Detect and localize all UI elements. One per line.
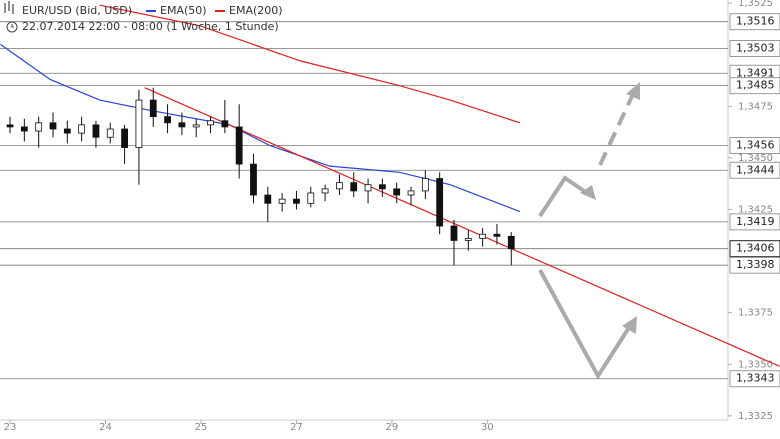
candle-body — [235, 126, 243, 165]
candle-body — [278, 198, 286, 204]
candle-body — [393, 188, 401, 196]
candle-body — [293, 198, 300, 204]
candle-body — [221, 120, 229, 128]
arrow-head — [626, 82, 640, 100]
level-label: 1,3503 — [736, 42, 775, 55]
y-tick-label: 1,3375 — [738, 308, 773, 319]
candle-body — [63, 128, 71, 134]
candle-body — [49, 122, 57, 130]
y-tick-label: 1,3425 — [738, 204, 773, 215]
y-tick-label: 1,3325 — [738, 411, 773, 422]
level-label: 1,3343 — [736, 372, 775, 385]
y-tick-label: 1,3475 — [738, 101, 773, 112]
trend-line — [144, 87, 780, 367]
candle-body — [364, 184, 372, 192]
candle-body — [35, 122, 43, 132]
level-box — [729, 370, 780, 388]
candle-body — [350, 182, 358, 192]
candle-body — [92, 124, 100, 138]
y-tick-label: 1,3525 — [738, 0, 773, 9]
candle-body — [264, 194, 272, 204]
level-box — [729, 213, 780, 231]
level-label: 1,3491 — [736, 66, 775, 79]
ema-line — [99, 4, 521, 124]
candle-body — [178, 122, 186, 128]
arrow-head — [622, 316, 637, 334]
legend-label: EMA(50) — [160, 4, 207, 17]
level-label: 1,3516 — [736, 15, 775, 28]
candle-body — [450, 225, 458, 241]
candle-body — [493, 233, 501, 237]
candle-body — [164, 116, 171, 124]
clock-icon — [6, 21, 18, 33]
y-tick-label: 1,3450 — [738, 153, 773, 164]
level-box — [729, 240, 780, 258]
candle-body — [436, 178, 444, 227]
candle-body — [121, 128, 128, 148]
header: EUR/USD (Bid, USD) EMA(50) EMA(200) 22.0… — [4, 1, 283, 33]
level-label: 1,3406 — [736, 242, 775, 255]
candle-body — [321, 188, 329, 194]
x-tick-label: 23 — [4, 422, 17, 433]
clock-hand — [11, 24, 14, 28]
chart-title: EUR/USD (Bid, USD) — [22, 4, 132, 17]
legend-label: EMA(200) — [229, 4, 283, 17]
level-box — [729, 13, 780, 31]
candle-body — [507, 235, 515, 250]
candle-body — [106, 128, 114, 138]
candle-body — [20, 126, 28, 132]
candle-body — [207, 120, 214, 126]
level-box — [729, 77, 780, 95]
level-box — [729, 161, 780, 179]
level-label: 1,3444 — [736, 163, 775, 176]
arrow — [538, 175, 592, 218]
x-tick-label: 30 — [481, 422, 494, 433]
arrow-head — [580, 185, 596, 200]
candle-body — [378, 184, 386, 190]
candle-body — [6, 124, 14, 128]
arrow-dashed — [598, 91, 636, 166]
candle-body — [192, 124, 200, 128]
candle-body — [78, 124, 86, 134]
candle-body — [250, 163, 257, 196]
scenario-arrows — [538, 82, 640, 380]
x-tick-label: 29 — [386, 422, 399, 433]
chart-icon — [4, 1, 14, 14]
candle-body — [407, 190, 415, 196]
chart-subtitle: 22.07.2014 22:00 - 08:00 (1 Woche, 1 Stu… — [22, 20, 279, 33]
level-box — [729, 137, 780, 155]
candle-body — [479, 233, 487, 239]
candle-body — [135, 99, 143, 148]
x-tick-label: 25 — [195, 422, 208, 433]
x-tick-label: 27 — [290, 422, 303, 433]
arrow — [538, 269, 632, 380]
level-label: 1,3485 — [736, 79, 775, 92]
x-tick-label: 24 — [99, 422, 112, 433]
level-label: 1,3456 — [736, 139, 775, 152]
level-label: 1,3398 — [736, 258, 775, 271]
candle-body — [336, 182, 343, 190]
candle-body — [421, 178, 429, 192]
candle-body — [307, 192, 315, 204]
candle-body — [464, 237, 472, 241]
level-box — [729, 256, 780, 274]
level-box — [729, 40, 780, 58]
level-label: 1,3419 — [736, 215, 775, 228]
candle-body — [149, 99, 157, 118]
y-tick-label: 1,3350 — [738, 359, 773, 370]
